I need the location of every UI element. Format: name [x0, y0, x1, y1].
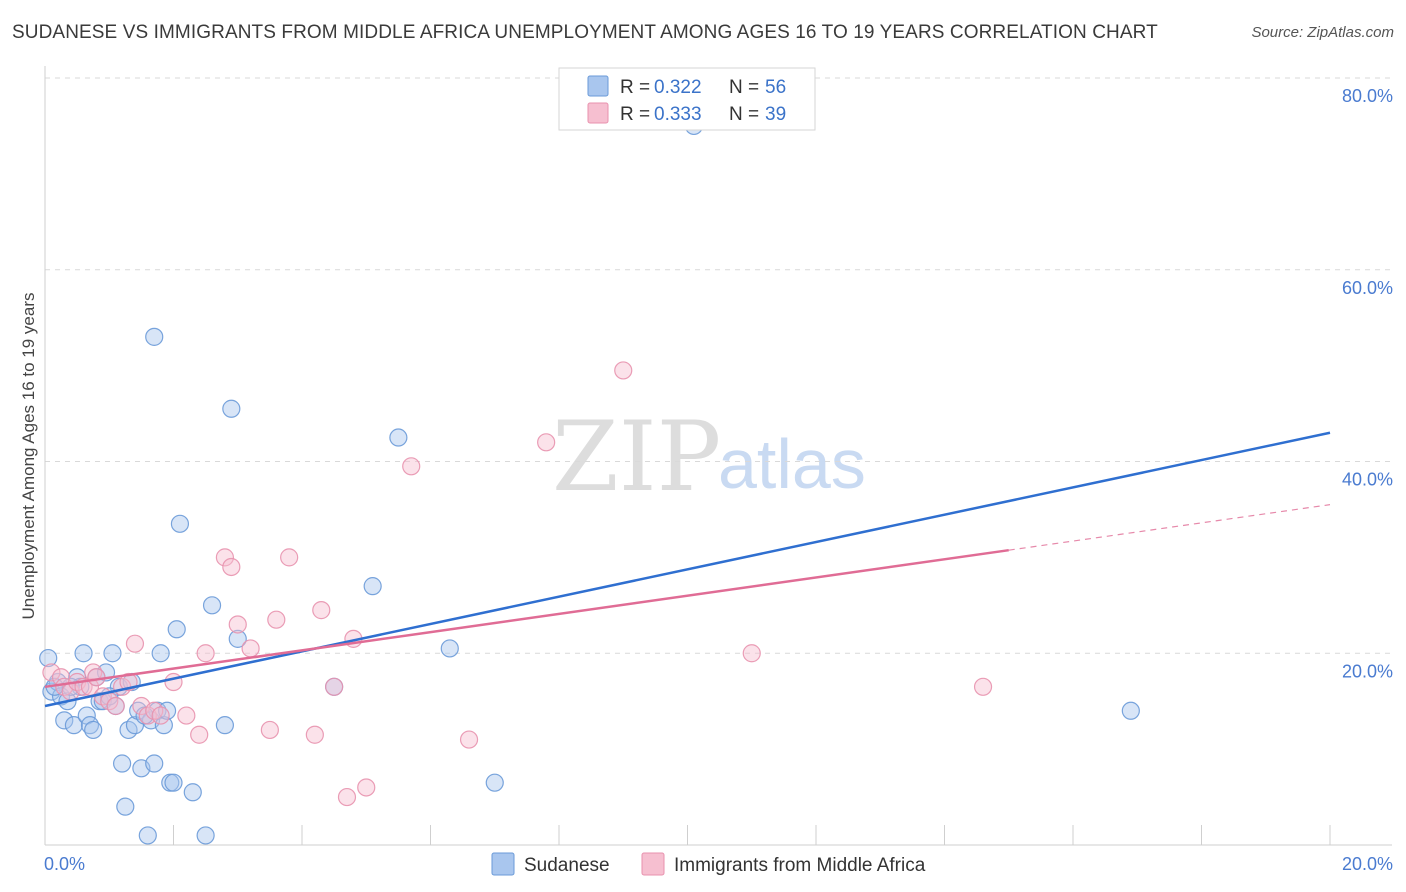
- middle-africa-point: [459, 730, 479, 749]
- legend-n-label: N =: [729, 104, 759, 125]
- y-tick-label: 80.0%: [1342, 86, 1393, 106]
- legend-n-value: 56: [765, 77, 786, 98]
- sudanese-point: [215, 716, 234, 735]
- middle-africa-point: [742, 644, 761, 663]
- middle-africa-point: [337, 787, 357, 807]
- legend-swatch-middle-africa: [587, 102, 609, 124]
- sudanese-point: [1121, 701, 1140, 720]
- middle-africa-point: [125, 634, 145, 653]
- x-tick-label: 0.0%: [44, 854, 85, 874]
- sudanese-point: [145, 327, 164, 346]
- watermark-atlas: atlas: [718, 425, 866, 503]
- series-legend: Sudanese Immigrants from Middle Africa: [491, 852, 926, 876]
- trend-line-middle-africa: [44, 548, 1009, 689]
- grid-lines: [45, 77, 1392, 654]
- middle-africa-point: [222, 557, 241, 577]
- sudanese-point: [145, 754, 164, 773]
- series-legend-swatch-middle-africa: [641, 852, 665, 876]
- legend-swatch-sudanese: [587, 75, 609, 97]
- x-tick-label: 20.0%: [1342, 854, 1393, 874]
- middle-africa-point: [87, 668, 106, 687]
- sudanese-point: [440, 639, 459, 658]
- series-legend-label-middle-africa: Immigrants from Middle Africa: [674, 855, 926, 876]
- middle-africa-point: [973, 677, 993, 696]
- legend-n-label: N =: [729, 77, 759, 98]
- sudanese-point: [170, 514, 190, 533]
- middle-africa-point: [196, 644, 215, 663]
- x-tick-labels: 0.0% 20.0%: [44, 854, 1393, 874]
- sudanese-point: [389, 428, 408, 447]
- sudanese-point: [80, 716, 100, 735]
- sudanese-point: [112, 754, 132, 773]
- legend-r-value: 0.322: [654, 77, 702, 98]
- trend-line-sudanese: [44, 431, 1331, 708]
- series-legend-swatch-sudanese: [491, 852, 515, 876]
- sudanese-point: [154, 716, 173, 735]
- axes: [44, 66, 1392, 846]
- middle-africa-point: [280, 548, 299, 567]
- trend-lines: [44, 431, 1331, 708]
- middle-africa-point: [267, 610, 286, 629]
- sudanese-point: [84, 720, 103, 740]
- y-tick-labels: 20.0% 40.0% 60.0% 80.0%: [1342, 86, 1393, 681]
- source-note: Source: ZipAtlas.com: [1251, 24, 1394, 41]
- middle-africa-point: [215, 548, 234, 567]
- middle-africa-point: [357, 778, 376, 797]
- legend-r-value: 0.333: [654, 104, 702, 125]
- middle-africa-point: [177, 706, 196, 725]
- y-tick-label: 40.0%: [1342, 470, 1393, 490]
- middle-africa-point: [402, 457, 421, 476]
- middle-africa-point: [537, 433, 556, 452]
- watermark-zip: ZIP: [552, 401, 721, 513]
- legend-r-label: R =: [620, 104, 650, 125]
- middle-africa-point: [312, 601, 331, 620]
- middle-africa-point: [260, 720, 279, 740]
- middle-africa-point: [325, 677, 344, 696]
- y-tick-label: 60.0%: [1342, 278, 1393, 298]
- y-axis-label: Unemployment Among Ages 16 to 19 years: [19, 293, 38, 620]
- sudanese-point: [164, 773, 183, 792]
- sudanese-point: [228, 629, 247, 648]
- series-legend-label-sudanese: Sudanese: [524, 855, 610, 876]
- legend-n-value: 39: [765, 104, 786, 125]
- middle-africa-point: [42, 663, 61, 682]
- sudanese-point: [103, 644, 122, 663]
- sudanese-point: [64, 716, 84, 735]
- sudanese-point: [151, 644, 170, 663]
- chart-title: SUDANESE VS IMMIGRANTS FROM MIDDLE AFRIC…: [12, 22, 1158, 43]
- sudanese-point: [196, 826, 215, 845]
- sudanese-point: [202, 596, 222, 615]
- sudanese-point: [138, 826, 157, 845]
- sudanese-point: [74, 644, 93, 663]
- sudanese-point: [363, 577, 382, 596]
- middle-africa-point: [614, 361, 633, 380]
- sudanese-point: [183, 783, 202, 802]
- sudanese-point: [485, 773, 504, 792]
- sudanese-point: [116, 797, 135, 816]
- middle-africa-point: [241, 639, 260, 658]
- correlation-legend: R = 0.322 N = 56 R = 0.333 N = 39: [558, 67, 816, 131]
- y-tick-label: 20.0%: [1342, 661, 1393, 681]
- middle-africa-point: [305, 725, 324, 744]
- middle-africa-point: [228, 615, 247, 634]
- sudanese-point: [167, 620, 186, 639]
- sudanese-point: [39, 648, 58, 668]
- middle-africa-point: [190, 725, 209, 744]
- trend-line-middle-africa-dashed: [1008, 504, 1331, 551]
- sudanese-point: [222, 399, 241, 418]
- middle-africa-point: [164, 672, 183, 692]
- sudanese-point: [55, 711, 74, 730]
- middle-africa-point: [106, 696, 125, 716]
- middle-africa-point: [151, 706, 170, 725]
- legend-r-label: R =: [620, 77, 650, 98]
